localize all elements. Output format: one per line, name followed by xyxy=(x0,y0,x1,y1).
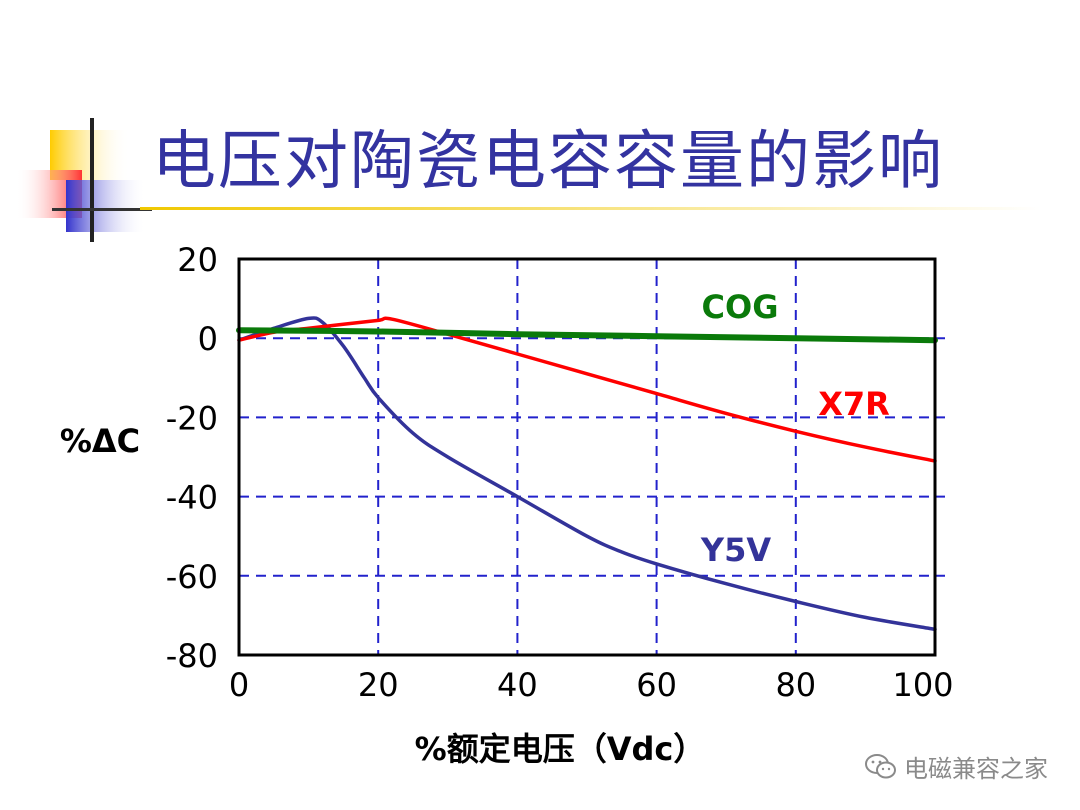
x-tick-labels: 0 20 40 60 80 100 xyxy=(229,666,954,704)
y-axis-label: %ΔC xyxy=(60,422,140,460)
series-line-cog xyxy=(236,327,938,344)
y-tick-label--80: -80 xyxy=(166,637,218,675)
grid-lines xyxy=(239,259,945,655)
x-tick-label-0: 0 xyxy=(229,666,249,704)
x-tick-label-80: 80 xyxy=(775,666,816,704)
title-decoration xyxy=(16,118,152,242)
slide-title: 电压对陶瓷电容容量的影响 xyxy=(152,125,944,199)
y-tick-label-0: 0 xyxy=(198,320,218,358)
series-label-x7r: X7R xyxy=(818,385,890,423)
y-tick-labels: 20 0 -20 -40 -60 -80 xyxy=(166,241,218,675)
x-tick-label-20: 20 xyxy=(358,666,399,704)
series-line-y5v xyxy=(237,316,937,632)
series-label-cog: COG xyxy=(702,288,779,326)
watermark: 电磁兼容之家 xyxy=(864,749,1048,784)
series-label-y5v: Y5V xyxy=(700,531,771,569)
x-tick-label-40: 40 xyxy=(497,666,538,704)
x-tick-label-100: 100 xyxy=(892,666,953,704)
x-axis-label: %额定电压（Vdc） xyxy=(415,730,706,768)
y-tick-label--20: -20 xyxy=(166,399,218,437)
y-tick-label--60: -60 xyxy=(166,558,218,596)
watermark-text: 电磁兼容之家 xyxy=(904,755,1048,783)
wechat-icon xyxy=(865,753,896,778)
y-tick-label--40: -40 xyxy=(166,479,218,517)
series-lines xyxy=(236,316,938,632)
x-tick-label-60: 60 xyxy=(636,666,677,704)
series-line-x7r xyxy=(237,316,937,463)
y-tick-label-20: 20 xyxy=(177,241,218,279)
plot-frame xyxy=(237,257,937,657)
series-labels: COG X7R Y5V xyxy=(700,288,890,569)
title-underline xyxy=(140,207,1040,210)
